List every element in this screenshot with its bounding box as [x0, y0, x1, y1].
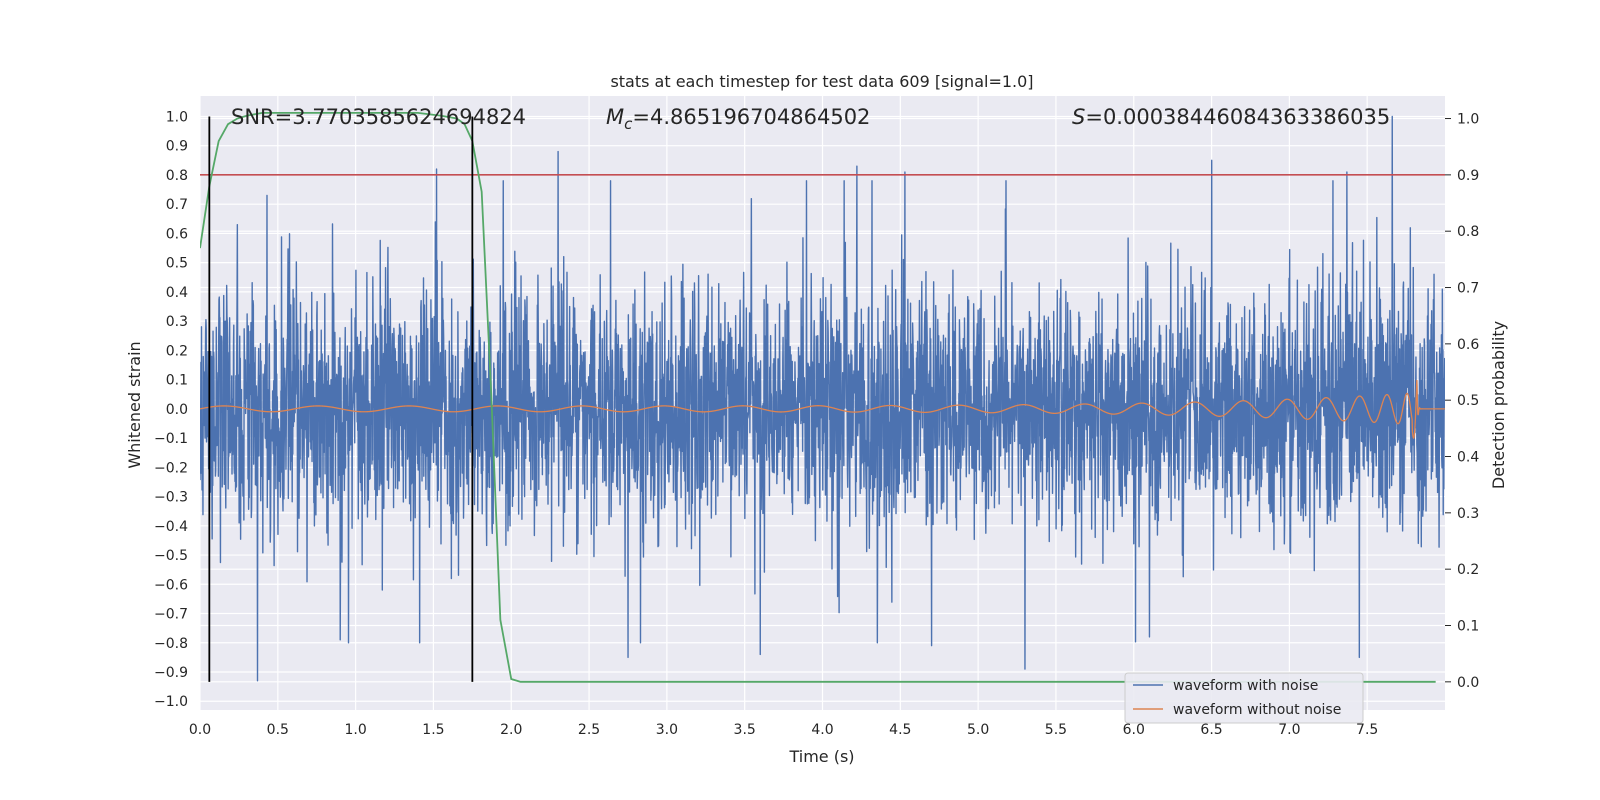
y-right-tick-label: 0.2 [1457, 562, 1479, 578]
chirp-mass-value: =4.865196704864502 [632, 105, 870, 129]
y-tick-label: 1.0 [166, 109, 188, 125]
y-right-tick-label: 0.4 [1457, 450, 1479, 466]
y-tick-label: 0.0 [166, 402, 188, 418]
x-tick-label: 4.0 [811, 722, 833, 738]
series-waveform-without-noise [200, 379, 1445, 440]
x-tick-label: 1.5 [422, 722, 444, 738]
y-tick-label: −0.2 [154, 460, 188, 476]
y-right-tick-label: 0.1 [1457, 619, 1479, 635]
y-tick-label: −0.6 [154, 577, 188, 593]
y-right-tick-label: 1.0 [1457, 112, 1479, 128]
y-tick-label: −0.9 [154, 665, 188, 681]
x-tick-label: 2.5 [578, 722, 600, 738]
y-right-tick-label: 0.3 [1457, 506, 1479, 522]
y-tick-label: 0.5 [166, 256, 188, 272]
chirp-mass-symbol: M [606, 105, 624, 129]
y-right-tick-label: 0.7 [1457, 281, 1479, 297]
y-tick-label: −0.4 [154, 519, 188, 535]
y-axis-label: Whitened strain [125, 341, 144, 468]
x-tick-label: 6.5 [1200, 722, 1222, 738]
y-tick-label: 0.8 [166, 168, 188, 184]
x-tick-label: 7.0 [1278, 722, 1300, 738]
x-tick-label: 5.5 [1045, 722, 1067, 738]
y-tick-label: 0.4 [166, 285, 188, 301]
y-right-tick-label: 0.0 [1457, 675, 1479, 691]
chirp-mass-annotation: Mc=4.865196704864502 [606, 105, 870, 133]
chirp-mass-subscript: c [624, 115, 633, 133]
y-tick-label: 0.7 [166, 197, 188, 213]
x-tick-label: 1.0 [344, 722, 366, 738]
x-tick-label: 3.0 [656, 722, 678, 738]
chart-title: stats at each timestep for test data 609… [610, 72, 1033, 91]
legend-label-noise: waveform with noise [1173, 678, 1318, 694]
legend-label-clean: waveform without noise [1173, 702, 1341, 718]
series-detection-probability [200, 112, 1436, 683]
y-tick-label: −1.0 [154, 694, 188, 710]
x-axis-label: Time (s) [788, 747, 854, 766]
x-tick-label: 0.5 [267, 722, 289, 738]
x-tick-label: 3.5 [734, 722, 756, 738]
y-tick-label: 0.3 [166, 314, 188, 330]
x-tick-label: 4.5 [889, 722, 911, 738]
s-symbol: S [1072, 105, 1085, 129]
y-tick-label: 0.6 [166, 226, 188, 242]
y-right-axis-label: Detection probability [1489, 321, 1508, 489]
y-tick-label: 0.9 [166, 139, 188, 155]
y-right-tick-label: 0.8 [1457, 224, 1479, 240]
s-annotation: S=0.00038446084363386035 [1072, 105, 1390, 129]
y-right-tick-label: 0.5 [1457, 393, 1479, 409]
snr-annotation: SNR=3.7703585624694824 [231, 105, 526, 129]
y-tick-label: −0.7 [154, 607, 188, 623]
y-tick-label: −0.1 [154, 431, 188, 447]
legend: waveform with noise waveform without noi… [1124, 672, 1364, 724]
y-tick-label: −0.8 [154, 636, 188, 652]
y-tick-label: −0.5 [154, 548, 188, 564]
x-tick-label: 5.0 [967, 722, 989, 738]
series-waveform-with-noise [200, 115, 1445, 682]
y-right-tick-label: 0.9 [1457, 168, 1479, 184]
y-tick-label: 0.2 [166, 343, 188, 359]
y-right-tick-label: 0.6 [1457, 337, 1479, 353]
x-tick-label: 2.0 [500, 722, 522, 738]
y-tick-label: 0.1 [166, 373, 188, 389]
x-tick-label: 7.5 [1356, 722, 1378, 738]
legend-box [1124, 672, 1364, 724]
s-value: =0.00038446084363386035 [1085, 105, 1390, 129]
x-tick-label: 0.0 [189, 722, 211, 738]
x-tick-label: 6.0 [1123, 722, 1145, 738]
y-tick-label: −0.3 [154, 490, 188, 506]
